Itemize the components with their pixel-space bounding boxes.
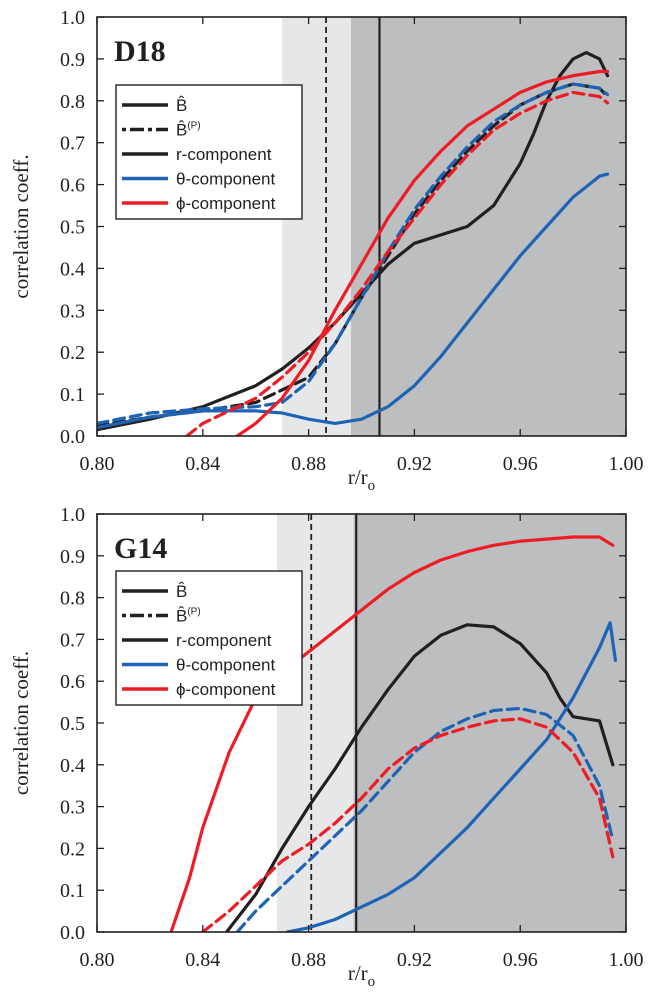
chart-panel-g14: 0.0 0.1 0.2 0.3 0.4 0.5 0.6 0.7 0.8 0.9 1.0 0.80 0.8…	[9, 504, 644, 990]
y-tick-label: 0.2	[60, 342, 85, 364]
x-tick-label: 0.84	[185, 453, 220, 475]
x-tick-label: 0.80	[80, 949, 115, 971]
y-tick-label: 0.9	[60, 546, 85, 568]
y-tick-label: 0.0	[60, 426, 85, 448]
x-axis-title: r/ro	[348, 465, 375, 494]
y-tick-label: 0.1	[60, 384, 85, 406]
legend-label: B̂	[176, 581, 187, 601]
legend-label: θ-component	[176, 170, 276, 189]
y-tick-label: 0.4	[60, 258, 85, 280]
y-tick-label: 1.0	[60, 504, 85, 526]
shaded-region-1	[282, 17, 351, 436]
y-tick-label: 0.6	[60, 671, 85, 693]
x-tick-label: 0.80	[80, 453, 115, 475]
y-tick-label: 0.2	[60, 838, 85, 860]
legend-label: r-component	[176, 145, 272, 164]
y-axis-title: correlation coeff.	[9, 154, 33, 298]
legend-label: ϕ-component	[176, 680, 276, 699]
x-tick-label: 0.96	[503, 453, 538, 475]
legend-label: θ-component	[176, 656, 276, 675]
y-tick-label: 0.7	[60, 133, 85, 155]
y-tick-label: 0.9	[60, 49, 85, 71]
y-tick-label: 0.1	[60, 880, 85, 902]
legend-label: ϕ-component	[176, 194, 276, 213]
x-tick-label: 1.00	[609, 949, 644, 971]
x-axis-title: r/ro	[348, 961, 375, 990]
legend-label: r-component	[176, 631, 272, 650]
x-tick-label: 0.84	[185, 949, 220, 971]
x-tick-label: 0.92	[397, 949, 432, 971]
shaded-region-2	[351, 17, 626, 436]
y-tick-label: 0.6	[60, 175, 85, 197]
x-tick-label: 0.96	[503, 949, 538, 971]
y-tick-label: 0.3	[60, 797, 85, 819]
y-tick-label: 0.0	[60, 922, 85, 944]
y-tick-label: 0.5	[60, 713, 85, 735]
chart-panel-d18: 0.0 0.1 0.2 0.3 0.4 0.5 0.6 0.7 0.8 0.9 1.0 0.80 0.8…	[9, 7, 644, 494]
y-tick-label: 0.4	[60, 755, 85, 777]
y-tick-label: 0.7	[60, 629, 85, 651]
y-tick-label: 1.0	[60, 7, 85, 29]
y-tick-label: 0.8	[60, 588, 85, 610]
x-tick-label: 1.00	[609, 453, 644, 475]
y-axis-title: correlation coeff.	[9, 651, 33, 795]
x-tick-label: 0.88	[291, 453, 326, 475]
y-tick-label: 0.5	[60, 217, 85, 239]
y-tick-label: 0.3	[60, 300, 85, 322]
legend-label: B̂	[176, 95, 187, 115]
panel-title: D18	[114, 35, 166, 68]
x-tick-label: 0.88	[291, 949, 326, 971]
x-tick-label: 0.92	[397, 453, 432, 475]
panel-title: G14	[114, 532, 167, 565]
y-tick-label: 0.8	[60, 91, 85, 113]
